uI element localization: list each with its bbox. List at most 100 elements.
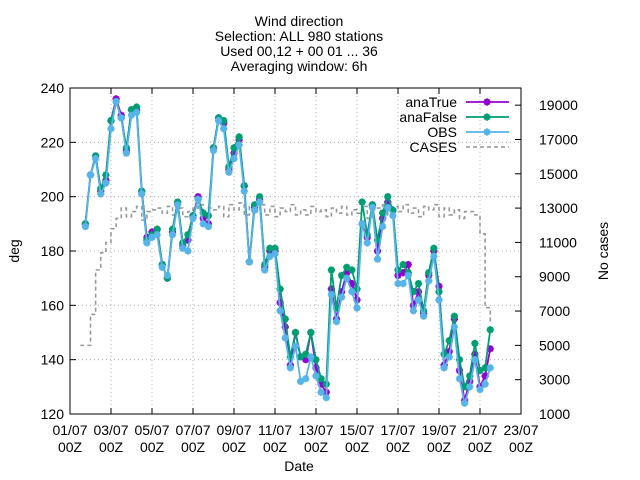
data-point-anafalse [440,350,448,358]
series-cases [80,202,492,347]
data-point-obs [414,296,423,304]
y-tick-label: 220 [41,134,65,150]
legend-marker [483,113,491,121]
data-point-anafalse [286,353,294,361]
data-point-obs [486,364,494,372]
data-point-obs [189,214,197,222]
x-tick-label: 00Z [181,439,206,455]
data-point-anatrue [184,236,192,244]
data-point-obs [230,155,238,163]
data-point-anatrue [312,364,320,372]
x-tick-label: 23/07 [503,422,538,438]
data-point-anatrue [471,350,479,358]
legend-item-anatrue: anaTrue [405,94,509,110]
data-point-obs [127,111,136,119]
data-point-obs [153,231,161,239]
y2-tick-label: 3000 [539,372,570,388]
data-point-anafalse [220,117,228,125]
data-point-obs [430,252,438,261]
x-tick-label: 00Z [509,439,534,455]
data-point-obs [332,318,341,326]
data-point-anafalse [471,339,479,347]
data-point-obs [220,125,228,133]
y-tick-label: 140 [41,352,65,368]
data-point-obs [363,239,371,247]
data-point-obs [435,296,443,304]
data-point-obs [425,277,433,285]
data-point-anafalse [384,193,392,201]
data-point-anafalse [435,288,443,296]
y2-axis-label: No cases [595,222,611,280]
y2-tick-label: 15000 [539,166,578,182]
data-point-obs [373,255,382,263]
data-point-obs [466,383,474,391]
data-point-obs [276,307,284,315]
x-tick-label: 00Z [304,439,329,455]
legend-item-cases: CASES [410,139,509,155]
data-point-anafalse [297,353,305,361]
data-point-anatrue [414,288,423,296]
data-point-anatrue [317,380,325,388]
data-point-anafalse [455,356,464,364]
data-point-obs [266,252,274,261]
data-point-obs [286,364,294,372]
data-point-anatrue [199,214,207,222]
data-point-obs [138,190,146,198]
data-point-obs [92,155,100,163]
data-point-anafalse [430,244,438,252]
x-tick-label: 15/07 [339,422,374,438]
data-point-anafalse [466,372,474,380]
data-point-anafalse [389,206,397,214]
data-point-obs [394,280,402,288]
data-point-obs [379,222,387,231]
data-point-anafalse [373,236,382,244]
data-point-obs [215,117,223,125]
data-point-obs [194,195,202,203]
data-point-anafalse [230,144,238,152]
data-point-anafalse [291,328,300,337]
data-point-obs [461,399,469,407]
data-point-obs [440,364,448,372]
y2-tick-label: 13000 [539,200,578,216]
data-point-anafalse [281,315,289,323]
x-axis-label: Date [284,458,314,474]
x-tick-label: 00Z [427,439,452,455]
data-point-anafalse [184,231,192,239]
data-point-obs [245,258,253,266]
data-point-obs [455,375,464,383]
data-point-obs [204,222,212,231]
y2-tick-label: 11000 [539,234,577,250]
data-point-anafalse [107,117,115,125]
x-tick-label: 00Z [58,439,83,455]
legend-label: anaFalse [399,109,457,125]
series-layer [80,95,494,407]
data-point-obs [117,114,125,122]
data-point-obs [209,146,218,155]
data-point-obs [102,179,110,187]
x-tick-label: 00Z [140,439,165,455]
data-point-anafalse [276,285,284,293]
x-tick-label: 21/07 [462,422,497,438]
data-point-obs [261,266,269,274]
data-point-obs [471,356,479,364]
data-point-anafalse [486,326,494,334]
data-point-obs [256,198,264,206]
data-point-anatrue [466,377,474,385]
data-point-anafalse [250,201,259,209]
x-tick-label: 00Z [468,439,493,455]
data-point-obs [327,290,335,299]
data-point-anafalse [199,209,207,217]
data-point-anafalse [476,366,484,375]
data-point-anafalse [266,244,274,252]
x-tick-label: 00Z [345,439,370,455]
x-tick-label: 09/07 [216,422,251,438]
data-point-obs [240,187,248,195]
data-point-obs [174,201,182,209]
data-point-obs [297,377,305,385]
data-point-anafalse [379,209,387,217]
x-tick-label: 13/07 [298,422,333,438]
data-point-anafalse [450,312,458,320]
y2-tick-label: 17000 [539,131,578,147]
